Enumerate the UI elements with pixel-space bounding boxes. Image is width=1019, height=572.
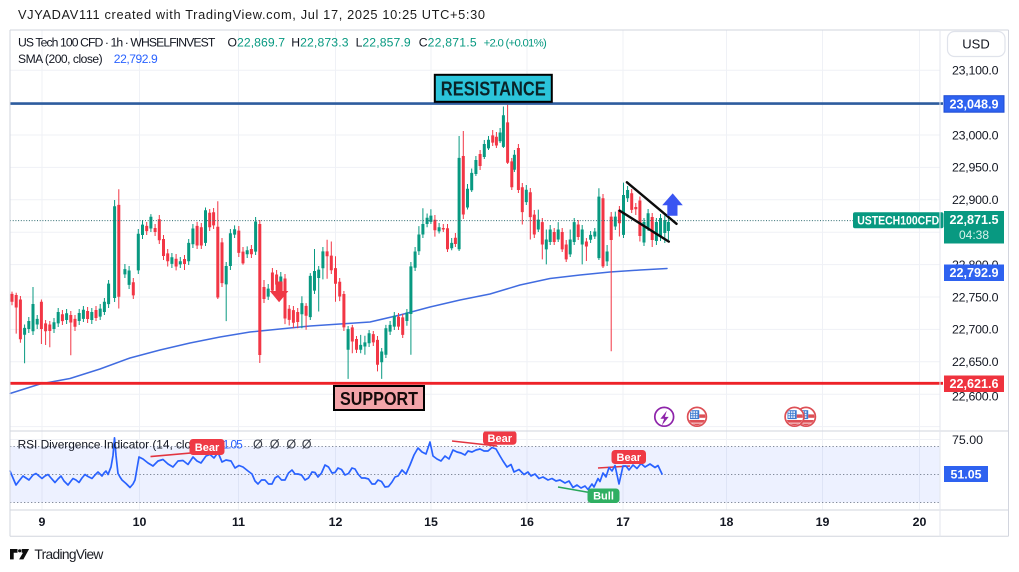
- svg-text:22,869.7: 22,869.7: [237, 35, 285, 49]
- svg-text:Bear: Bear: [488, 433, 513, 445]
- svg-text:9: 9: [39, 515, 46, 529]
- svg-text:USD: USD: [962, 37, 989, 52]
- svg-text:RSI Divergence Indicator (14,: RSI Divergence Indicator (14, close): [18, 438, 208, 452]
- svg-text:22,650.0: 22,650.0: [952, 355, 999, 369]
- svg-text:22,873.3: 22,873.3: [300, 35, 349, 49]
- svg-text:H: H: [291, 35, 300, 49]
- svg-text:10: 10: [133, 515, 147, 529]
- svg-text:16: 16: [520, 515, 534, 529]
- svg-text:20: 20: [913, 515, 927, 529]
- svg-text:+2.0 (+0.01%): +2.0 (+0.01%): [484, 37, 547, 49]
- svg-text:22,857.9: 22,857.9: [362, 35, 411, 49]
- svg-text:TradingView: TradingView: [34, 547, 103, 562]
- svg-text:18: 18: [720, 515, 734, 529]
- svg-text:75.00: 75.00: [952, 433, 983, 447]
- svg-text:04:38: 04:38: [959, 228, 989, 242]
- svg-text:USTECH100CFD: USTECH100CFD: [857, 214, 939, 227]
- svg-text:12: 12: [329, 515, 343, 529]
- svg-text:22,621.6: 22,621.6: [949, 377, 998, 391]
- svg-text:22,871.5: 22,871.5: [949, 213, 998, 227]
- svg-text:23,000.0: 23,000.0: [952, 128, 999, 142]
- svg-text:US Tech 100 CFD · 1h · WHSELFI: US Tech 100 CFD · 1h · WHSELFINVEST: [18, 35, 216, 49]
- svg-text:Bear: Bear: [195, 442, 220, 454]
- svg-text:17: 17: [616, 515, 630, 529]
- svg-text:23,100.0: 23,100.0: [952, 63, 999, 77]
- svg-text:Bull: Bull: [593, 491, 614, 503]
- svg-text:Ø: Ø: [270, 438, 280, 452]
- svg-text:SUPPORT: SUPPORT: [340, 389, 418, 409]
- svg-text:Ø: Ø: [253, 438, 263, 452]
- svg-text:22,700.0: 22,700.0: [952, 323, 999, 337]
- svg-text:Ø: Ø: [286, 438, 296, 452]
- svg-text:15: 15: [424, 515, 438, 529]
- svg-text:22,792.9: 22,792.9: [114, 52, 158, 66]
- svg-text:O: O: [228, 35, 237, 49]
- svg-text:11: 11: [232, 515, 245, 529]
- svg-text:22,750.0: 22,750.0: [952, 290, 999, 304]
- svg-text:22,950.0: 22,950.0: [952, 161, 999, 175]
- svg-text:L: L: [356, 35, 363, 49]
- svg-text:22,792.9: 22,792.9: [949, 266, 998, 280]
- svg-text:Bear: Bear: [617, 452, 642, 464]
- svg-text:22,871.5: 22,871.5: [428, 35, 477, 49]
- svg-text:C: C: [419, 35, 428, 49]
- svg-text:51.05: 51.05: [950, 467, 981, 481]
- svg-text:19: 19: [816, 515, 830, 529]
- svg-text:22,900.0: 22,900.0: [952, 193, 999, 207]
- svg-text:VJYADAV111 created with Tradin: VJYADAV111 created with TradingView.com,…: [18, 7, 485, 22]
- svg-text:SMA (200, close): SMA (200, close): [18, 52, 103, 66]
- svg-text:23,048.9: 23,048.9: [949, 97, 998, 111]
- svg-text:Ø: Ø: [302, 438, 312, 452]
- svg-text:RESISTANCE: RESISTANCE: [441, 79, 546, 101]
- svg-text:22,600.0: 22,600.0: [952, 389, 999, 403]
